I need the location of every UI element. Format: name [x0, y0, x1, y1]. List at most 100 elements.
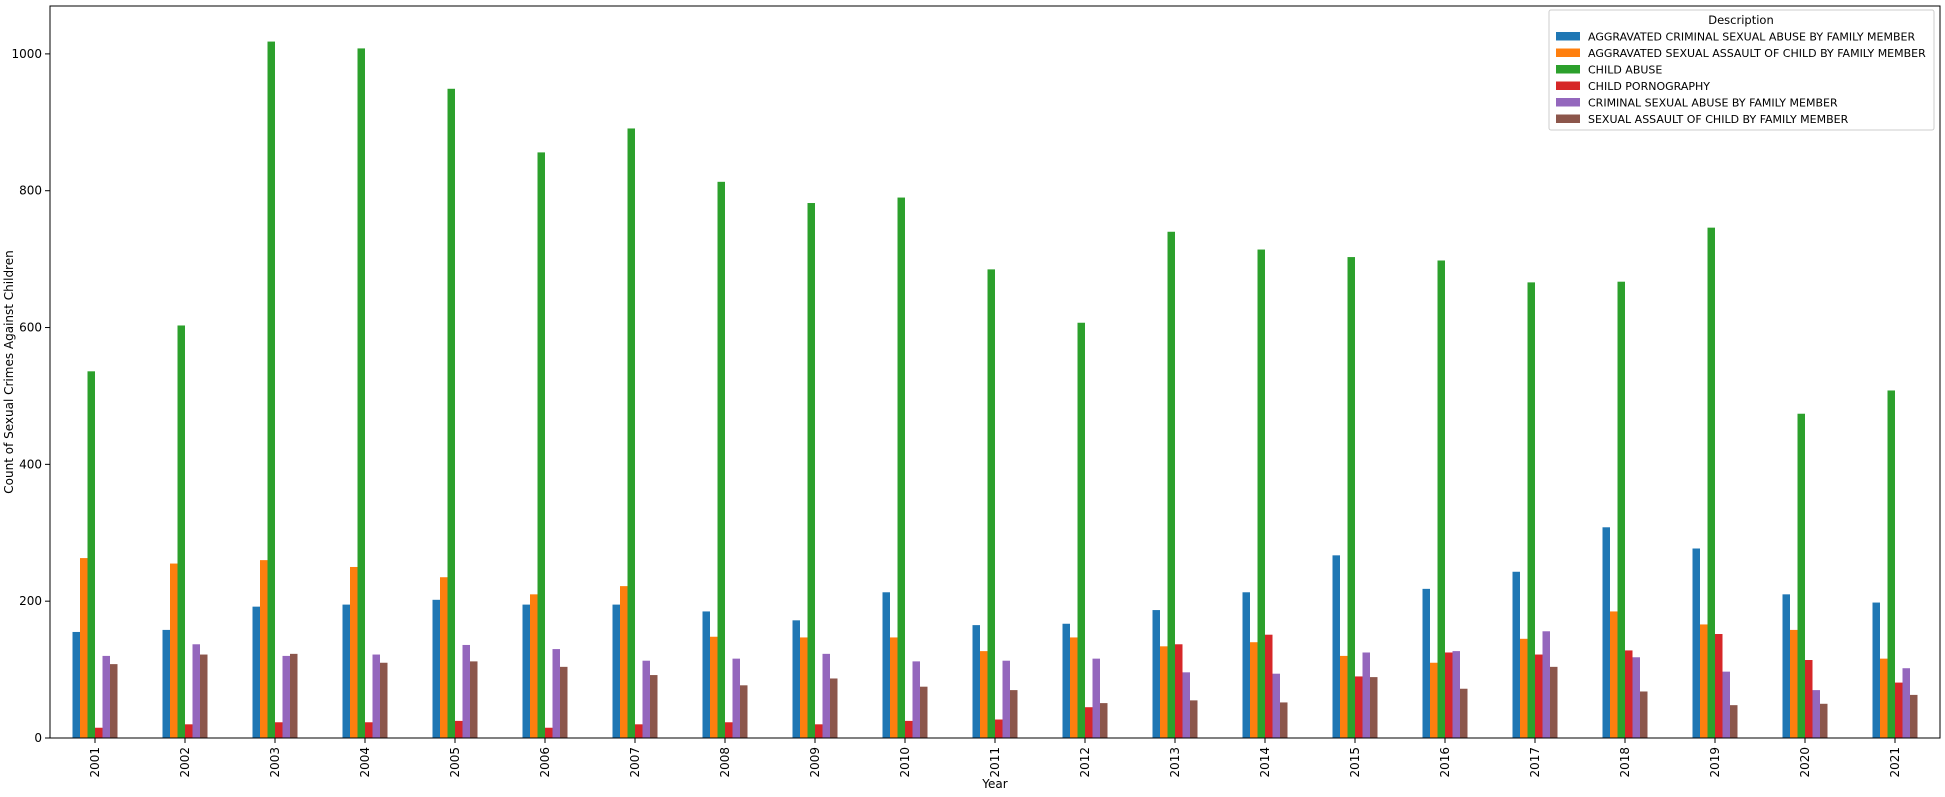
bar-2008-series-2: [717, 181, 725, 738]
legend-title: Description: [1708, 13, 1774, 27]
bar-2021-series-4: [1902, 668, 1910, 738]
bar-2009-series-4: [822, 653, 830, 738]
x-tick-label: 2002: [178, 747, 192, 778]
bar-2015-series-4: [1362, 652, 1370, 738]
bar-2016-series-5: [1460, 688, 1468, 738]
bar-2004-series-5: [380, 662, 388, 738]
bar-2004-series-2: [357, 48, 365, 739]
legend-entry-label: CRIMINAL SEXUAL ABUSE BY FAMILY MEMBER: [1588, 97, 1838, 110]
bar-2013-series-5: [1190, 700, 1198, 738]
legend-box: [1548, 9, 1935, 131]
bar-2015-series-3: [1355, 676, 1363, 738]
bar-2012-series-0: [1062, 623, 1070, 738]
bar-2012-series-3: [1085, 707, 1093, 738]
bar-2006-series-2: [537, 152, 545, 738]
legend-entry-label: CHILD ABUSE: [1588, 64, 1662, 77]
bar-2006-series-4: [552, 649, 560, 738]
bar-2008-series-4: [732, 658, 740, 738]
bar-2005-series-2: [447, 88, 455, 738]
x-tick-label: 2016: [1438, 747, 1452, 778]
bar-2020-series-4: [1812, 690, 1820, 738]
x-tick-label: 2015: [1348, 747, 1362, 778]
bar-2007-series-0: [612, 604, 620, 738]
bar-2009-series-2: [807, 203, 815, 738]
bar-2019-series-2: [1707, 227, 1715, 738]
legend-swatch: [1556, 98, 1580, 107]
x-tick-label: 2005: [448, 747, 462, 778]
x-tick-label: 2003: [268, 747, 282, 778]
bar-2015-series-2: [1347, 257, 1355, 738]
bar-2015-series-1: [1340, 655, 1348, 738]
legend-entry-label: AGGRAVATED CRIMINAL SEXUAL ABUSE BY FAMI…: [1588, 31, 1915, 44]
bar-2009-series-5: [830, 678, 838, 738]
x-tick-label: 2001: [88, 747, 102, 778]
bar-2009-series-3: [815, 724, 823, 738]
bar-2014-series-5: [1280, 702, 1288, 738]
bar-2006-series-0: [522, 604, 530, 738]
bar-2019-series-1: [1700, 624, 1708, 738]
legend-swatch: [1556, 48, 1580, 57]
x-tick-label: 2018: [1618, 747, 1632, 778]
legend-swatch: [1556, 81, 1580, 90]
bar-2010-series-2: [897, 197, 905, 739]
bar-2011-series-0: [972, 625, 980, 738]
bar-2012-series-1: [1070, 637, 1078, 738]
y-tick-label: 1000: [11, 47, 42, 61]
bar-2008-series-5: [740, 685, 748, 738]
bar-2008-series-0: [702, 611, 710, 738]
bar-2007-series-4: [642, 660, 650, 738]
x-tick-label: 2006: [538, 747, 552, 778]
bar-2018-series-0: [1602, 527, 1610, 738]
bar-2020-series-0: [1782, 594, 1790, 738]
bar-2007-series-2: [627, 128, 635, 738]
bar-2013-series-0: [1152, 610, 1160, 738]
x-tick-label: 2021: [1888, 747, 1902, 778]
bar-2006-series-1: [530, 594, 538, 738]
legend-entry-label: SEXUAL ASSAULT OF CHILD BY FAMILY MEMBER: [1588, 113, 1849, 126]
bar-2004-series-0: [342, 604, 350, 738]
bar-2009-series-1: [800, 637, 808, 738]
x-tick-label: 2013: [1168, 747, 1182, 778]
bar-2003-series-4: [282, 655, 290, 738]
bar-2021-series-1: [1880, 658, 1888, 738]
bar-2011-series-3: [995, 719, 1003, 738]
bar-2016-series-2: [1437, 260, 1445, 738]
bar-2012-series-4: [1092, 658, 1100, 738]
bar-2020-series-1: [1790, 629, 1798, 738]
y-tick-label: 400: [19, 457, 42, 471]
bar-2001-series-2: [87, 371, 95, 738]
bar-2001-series-1: [80, 558, 88, 738]
bar-2010-series-4: [912, 661, 920, 738]
bar-2017-series-3: [1535, 654, 1543, 738]
legend-swatch: [1556, 32, 1580, 41]
bar-2002-series-3: [185, 724, 193, 738]
x-axis: 2001 2002 2003 2004 2005 2006 2007 2008 2009 2010…: [88, 738, 1902, 778]
bar-2021-series-3: [1895, 682, 1903, 738]
bar-2008-series-3: [725, 722, 733, 738]
x-tick-label: 2017: [1528, 747, 1542, 778]
legend: Description AGGRAVATED CRIMINAL SEXUAL A…: [1548, 9, 1935, 131]
bar-2001-series-3: [95, 727, 103, 738]
bar-2011-series-4: [1002, 660, 1010, 738]
x-tick-label: 2019: [1708, 747, 1722, 778]
bar-2014-series-1: [1250, 642, 1258, 738]
y-axis-label: Count of Sexual Crimes Against Children: [2, 250, 16, 493]
y-tick-label: 200: [19, 594, 42, 608]
y-tick-label: 800: [19, 184, 42, 198]
bar-2010-series-5: [920, 686, 928, 738]
bar-2014-series-0: [1242, 592, 1250, 738]
bar-2013-series-3: [1175, 644, 1183, 738]
bar-2017-series-0: [1512, 571, 1520, 738]
bar-2007-series-1: [620, 586, 628, 738]
bar-2011-series-2: [987, 269, 995, 738]
bar-2016-series-0: [1422, 588, 1430, 738]
bar-2005-series-0: [432, 599, 440, 738]
bar-2021-series-0: [1872, 602, 1880, 738]
bar-2005-series-5: [470, 661, 478, 738]
bar-2007-series-3: [635, 724, 643, 738]
x-tick-label: 2010: [898, 747, 912, 778]
x-tick-label: 2008: [718, 747, 732, 778]
bar-2011-series-5: [1010, 690, 1018, 738]
bar-2019-series-4: [1722, 671, 1730, 738]
